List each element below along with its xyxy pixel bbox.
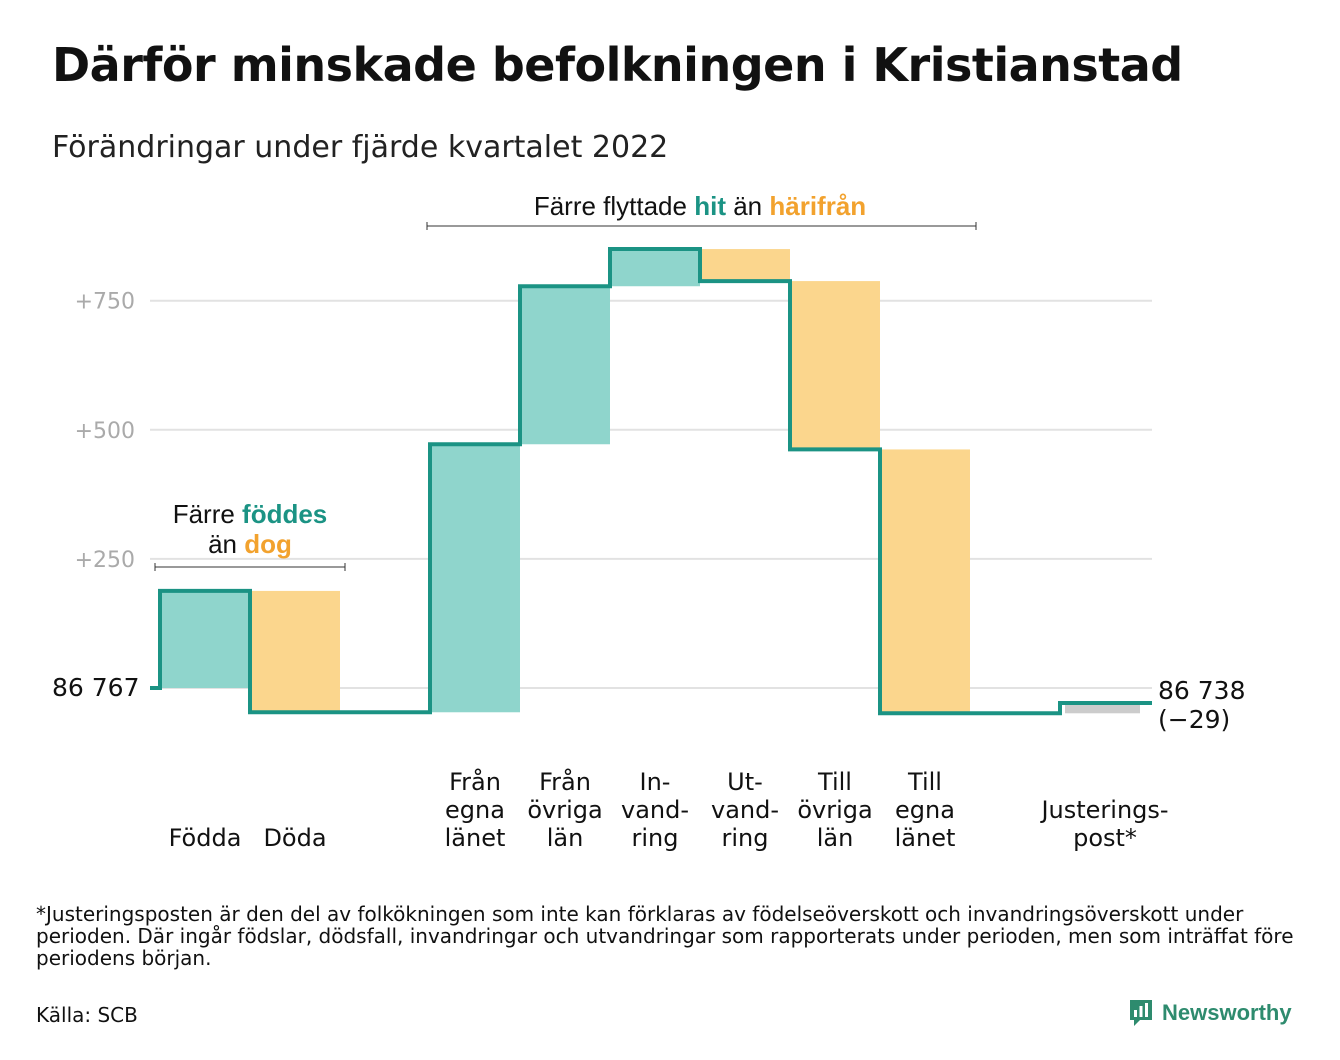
cumulative-step-line bbox=[150, 247, 1152, 716]
bar-invandring bbox=[610, 249, 700, 287]
category-label: vand- bbox=[621, 796, 689, 824]
bar-tillövrigalän bbox=[790, 281, 880, 450]
step-line bbox=[150, 247, 1152, 716]
category-label: Ut- bbox=[727, 768, 763, 796]
migration-annotation-text-1: Färre flyttade bbox=[534, 191, 694, 221]
migration-annotation-text-2: än bbox=[726, 191, 769, 221]
category-labels: Födda DödaFrånegnalänetFrånövrigalänIn-va… bbox=[169, 767, 1169, 852]
migration-annotation-teal: hit bbox=[694, 191, 726, 221]
category-label: Döda bbox=[263, 824, 326, 852]
bars bbox=[160, 249, 1140, 714]
bar-frånegnalänet bbox=[430, 444, 520, 713]
category-label: övriga bbox=[527, 796, 602, 824]
category-label: Födda bbox=[169, 824, 242, 852]
category-label: ring bbox=[722, 824, 769, 852]
bar-justeringspost bbox=[1065, 702, 1140, 714]
migration-bracket bbox=[426, 222, 977, 230]
bar-tillegnalänet bbox=[880, 449, 970, 714]
category-label: län bbox=[817, 824, 854, 852]
y-tick-label: +500 bbox=[75, 419, 135, 444]
y-tick-label: +750 bbox=[75, 290, 135, 315]
svg-text:än dog: än dog bbox=[208, 529, 292, 559]
category-label: Justerings- bbox=[1039, 796, 1168, 824]
svg-text:Färre föddes: Färre föddes bbox=[173, 499, 328, 529]
chart-title: Därför minskade befolkningen i Kristians… bbox=[52, 38, 1183, 92]
bar-utvandring bbox=[700, 249, 790, 282]
y-tick-label: +250 bbox=[75, 548, 135, 573]
category-label: Från bbox=[449, 767, 501, 796]
migration-annotation: Färre flyttade hit än härifrån bbox=[426, 191, 977, 230]
footnote: *Justeringsposten är den del av folkökni… bbox=[36, 902, 1294, 970]
births-annotation-orange: dog bbox=[244, 529, 292, 559]
bar-frånövrigalän bbox=[520, 286, 610, 445]
category-label: länet bbox=[445, 824, 506, 852]
newsworthy-logo: Newsworthy bbox=[1128, 998, 1292, 1028]
category-label: övriga bbox=[797, 796, 872, 824]
category-label: länet bbox=[895, 824, 956, 852]
bar-födda bbox=[160, 590, 250, 688]
births-annotation-teal: föddes bbox=[242, 499, 327, 529]
category-label: egna bbox=[445, 796, 505, 824]
newsworthy-logo-text: Newsworthy bbox=[1162, 1000, 1292, 1025]
category-label: In- bbox=[640, 768, 671, 796]
births-bracket bbox=[154, 563, 346, 571]
end-value-label: 86 738 bbox=[1158, 676, 1245, 705]
chart-subtitle: Förändringar under fjärde kvartalet 2022 bbox=[52, 130, 669, 165]
source-label: Källa: SCB bbox=[36, 1003, 138, 1027]
category-label: vand- bbox=[711, 796, 779, 824]
category-label: ring bbox=[632, 824, 679, 852]
births-annotation-text-2: än bbox=[208, 529, 244, 559]
category-label: Från bbox=[539, 767, 591, 796]
category-label: Till bbox=[817, 768, 852, 796]
births-annotation-text-1: Färre bbox=[173, 499, 242, 529]
svg-text:Färre flyttade hit än härifrån: Färre flyttade hit än härifrån bbox=[534, 191, 866, 221]
bar-döda bbox=[250, 590, 340, 713]
category-label: Till bbox=[907, 768, 942, 796]
category-label: egna bbox=[895, 796, 955, 824]
category-label: län bbox=[547, 824, 584, 852]
net-change-label: (−29) bbox=[1158, 705, 1230, 734]
migration-annotation-orange: härifrån bbox=[769, 191, 866, 221]
births-annotation: Färre föddes än dog bbox=[154, 499, 346, 571]
start-value-label: 86 767 bbox=[52, 673, 139, 702]
category-label: post* bbox=[1073, 824, 1137, 852]
newsworthy-logo-icon bbox=[1130, 1000, 1152, 1026]
